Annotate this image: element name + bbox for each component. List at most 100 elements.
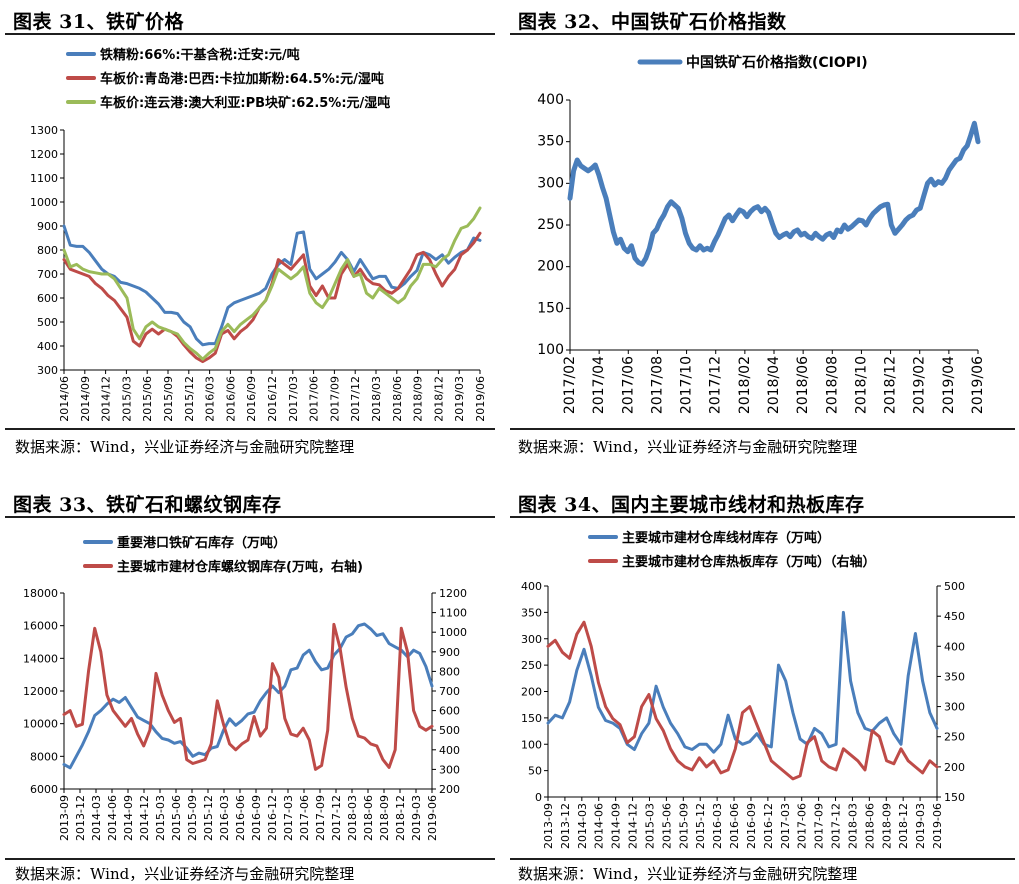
- chart-34-series-2-line: [546, 620, 939, 781]
- chart-32-y-tick-label: 150: [537, 300, 564, 316]
- chart-33-y2-tick-label: 500: [439, 724, 460, 737]
- chart-34-y2-tick-label: 250: [944, 731, 965, 744]
- chart-34-source: 数据来源：Wind，兴业证券经济与金融研究院整理: [518, 865, 858, 883]
- chart-33-x-tick-label: 2014-03: [90, 795, 103, 841]
- chart-34-x-tick-label: 2016-03: [711, 803, 724, 849]
- chart-33-x-tick-label: 2015-12: [202, 795, 215, 841]
- chart-31-legend-label: 铁精粉:66%:干基含税:迁安:元/吨: [99, 47, 300, 63]
- chart-33-x-tick-label: 2018-12: [394, 795, 407, 841]
- chart-33-y-tick-label: 14000: [23, 652, 58, 665]
- chart-31-x-tick-label: 2016/03: [204, 376, 217, 422]
- chart-34-y-tick-label: 250: [521, 659, 542, 672]
- chart-34-x-tick-label: 2018-12: [897, 803, 910, 849]
- chart-33-y-tick-label: 10000: [23, 718, 58, 731]
- chart-31-x-tick-label: 2016/06: [224, 376, 237, 422]
- chart-33-x-tick-label: 2017-03: [282, 795, 295, 841]
- chart-32-x-tick-label: 2017/12: [708, 356, 724, 414]
- chart-31-x-tick-label: 2017/09: [328, 376, 341, 422]
- chart-34-y-tick-label: 150: [521, 712, 542, 725]
- chart-34-x-tick-label: 2017-03: [779, 803, 792, 849]
- chart-34-y2-tick-label: 350: [944, 670, 965, 683]
- chart-33-x-tick-label: 2017-09: [314, 795, 327, 841]
- chart-34-x-tick-label: 2013-12: [559, 803, 572, 849]
- chart-33-bottom-rule: [5, 858, 495, 860]
- chart-32-y-tick-label: 300: [537, 175, 564, 191]
- chart-34-x-tick-label: 2014-06: [593, 803, 606, 849]
- chart-34-x-tick-label: 2018-03: [846, 803, 859, 849]
- chart-31-legend-label: 车板价:连云港:澳大利亚:PB块矿:62.5%:元/湿吨: [100, 95, 390, 111]
- chart-33-x-tick-label: 2017-12: [330, 795, 343, 841]
- chart-33-y2-tick-label: 800: [439, 665, 460, 678]
- chart-34-y-tick-label: 350: [521, 606, 542, 619]
- chart-32-x-tick-label: 2019/06: [970, 356, 986, 414]
- chart-31-y-tick-label: 600: [37, 292, 58, 305]
- chart-33-x-tick-label: 2013-12: [74, 795, 87, 841]
- chart-34-x-tick-label: 2014-09: [610, 803, 623, 849]
- chart-33-source: 数据来源：Wind，兴业证券经济与金融研究院整理: [15, 865, 355, 883]
- chart-33-y2-tick-label: 1000: [439, 626, 467, 639]
- chart-31-y-tick-label: 1200: [30, 148, 58, 161]
- chart-32-x-tick-label: 2018/04: [766, 356, 782, 414]
- chart-33-x-tick-label: 2014-06: [106, 795, 119, 841]
- chart-33-x-tick-label: 2014-09: [122, 795, 135, 841]
- chart-33-y2-tick-label: 700: [439, 685, 460, 698]
- chart-34-y-tick-label: 200: [521, 686, 542, 699]
- chart-32-source: 数据来源：Wind，兴业证券经济与金融研究院整理: [518, 438, 858, 456]
- chart-32-series-1-line: [567, 120, 981, 267]
- chart-34-x-tick-label: 2017-06: [796, 803, 809, 849]
- chart-33-y2-tick-label: 300: [439, 763, 460, 776]
- chart-32-x-tick-label: 2017/10: [679, 356, 695, 414]
- chart-34-x-tick-label: 2014-12: [627, 803, 640, 849]
- chart-33-y2-tick-label: 1100: [439, 607, 467, 620]
- chart-34-x-tick-label: 2016-06: [728, 803, 741, 849]
- chart-33-x-tick-label: 2015-03: [154, 795, 167, 841]
- chart-31-x-tick-label: 2019/06: [474, 376, 487, 422]
- chart-32-x-tick-label: 2017/08: [649, 356, 665, 414]
- chart-31-x-tick-label: 2014/06: [58, 376, 71, 422]
- chart-34-y2-tick-label: 400: [944, 640, 965, 653]
- chart-31-y-tick-label: 900: [37, 220, 58, 233]
- chart-31-y-tick-label: 1000: [30, 196, 58, 209]
- chart-34-y2-tick-label: 450: [944, 610, 965, 623]
- chart-33-x-tick-label: 2018-09: [378, 795, 391, 841]
- chart-34-y2-tick-label: 500: [944, 580, 965, 593]
- chart-32-y-tick-label: 250: [537, 217, 564, 233]
- chart-33-x-tick-label: 2015-06: [170, 795, 183, 841]
- chart-31-x-tick-label: 2015/12: [183, 376, 196, 422]
- chart-34-legend-label: 主要城市建材仓库线材库存（万吨）: [622, 530, 830, 546]
- chart-34-x-tick-label: 2015-03: [643, 803, 656, 849]
- chart-31-x-tick-label: 2015/03: [120, 376, 133, 422]
- chart-33-x-tick-label: 2013-09: [58, 795, 71, 841]
- chart-33-legend-label: 主要城市建材仓库螺纹钢库存(万吨，右轴): [117, 559, 363, 575]
- chart-32-x-tick-label: 2017/02: [562, 356, 578, 414]
- chart-31-legend-label: 车板价:青岛港:巴西:卡拉加斯粉:64.5%:元/湿吨: [100, 71, 384, 87]
- chart-31-source: 数据来源：Wind，兴业证券经济与金融研究院整理: [15, 438, 355, 456]
- chart-34-x-tick-label: 2018-09: [880, 803, 893, 849]
- chart-33-x-tick-label: 2018-06: [362, 795, 375, 841]
- chart-34-y2-tick-label: 300: [944, 701, 965, 714]
- chart-32-y-tick-label: 100: [537, 342, 564, 358]
- chart-34-legend-label: 主要城市建材仓库热板库存（万吨）（右轴）: [622, 554, 876, 570]
- chart-31-rule: [5, 33, 495, 35]
- chart-33-y-tick-label: 16000: [23, 620, 58, 633]
- chart-34-y2-tick-label: 150: [944, 791, 965, 804]
- chart-32-title: 图表 32、中国铁矿石价格指数: [518, 11, 787, 33]
- chart-32-x-tick-label: 2019/04: [941, 356, 957, 414]
- chart-33-x-tick-label: 2019-06: [426, 795, 439, 841]
- chart-34-rule: [510, 516, 1015, 518]
- chart-34-x-tick-label: 2017-09: [813, 803, 826, 849]
- chart-31-x-tick-label: 2017/12: [349, 376, 362, 422]
- chart-32-x-tick-label: 2019/02: [912, 356, 928, 414]
- chart-33-y-tick-label: 12000: [23, 685, 58, 698]
- chart-31-x-tick-label: 2016/12: [266, 376, 279, 422]
- chart-31-y-tick-label: 1100: [30, 172, 58, 185]
- chart-31-y-tick-label: 500: [37, 316, 58, 329]
- chart-33-x-tick-label: 2019-03: [410, 795, 423, 841]
- chart-31-x-tick-label: 2018/03: [370, 376, 383, 422]
- chart-33-title: 图表 33、铁矿石和螺纹钢库存: [13, 494, 282, 516]
- chart-32-bottom-rule: [510, 428, 1015, 430]
- chart-31-series-3-line: [62, 206, 482, 361]
- chart-32-x-tick-label: 2018/02: [737, 356, 753, 414]
- chart-33-x-tick-label: 2015-09: [186, 795, 199, 841]
- chart-34-bottom-rule: [510, 858, 1015, 860]
